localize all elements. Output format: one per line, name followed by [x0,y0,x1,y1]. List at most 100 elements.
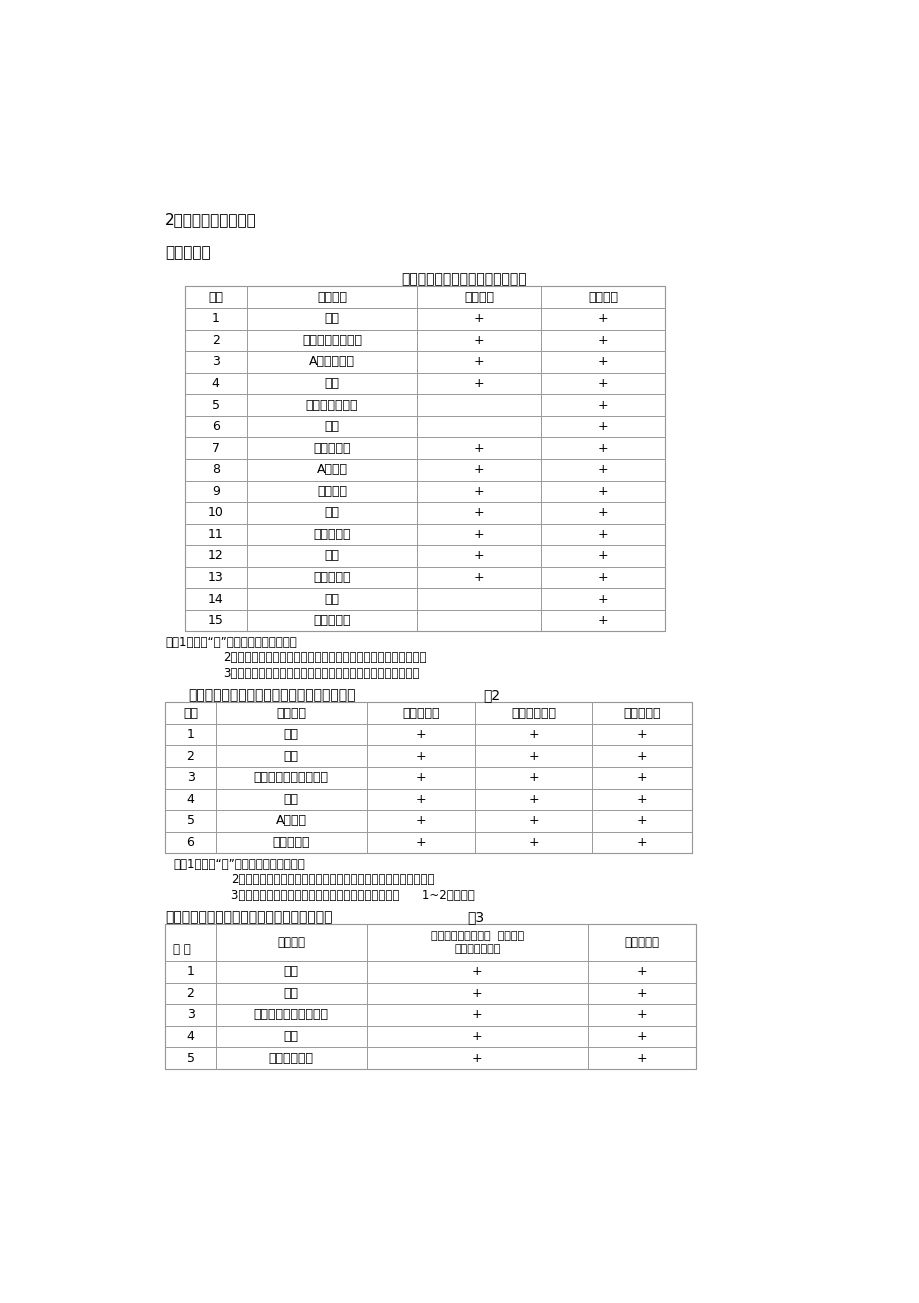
Text: 第二遍涂料: 第二遍涂料 [272,837,310,850]
Text: +: + [473,377,484,390]
Text: +: + [597,313,607,326]
Text: 1: 1 [187,728,194,741]
Text: 12: 12 [208,550,223,563]
Text: +: + [473,571,484,584]
Text: 合成树脂乳液厘涂料  合成树脂: 合成树脂乳液厘涂料 合成树脂 [430,930,523,941]
Text: 项次: 项次 [183,706,198,719]
Text: +: + [471,986,482,999]
Text: +: + [636,986,647,999]
Text: 混凝土及抖灰外墙表面薄涂料工程的主要工序: 混凝土及抖灰外墙表面薄涂料工程的主要工序 [188,688,356,702]
Text: 7: 7 [211,442,220,455]
Text: 第四遍涂料: 第四遍涂料 [312,614,350,627]
Text: +: + [636,1052,647,1065]
Text: 注：1、表中“＋”号表示应进行的工序。: 注：1、表中“＋”号表示应进行的工序。 [165,636,297,649]
Text: 磨光: 磨光 [324,377,339,390]
Text: +: + [597,420,607,433]
Text: +: + [597,399,607,412]
Text: +: + [636,814,647,827]
Text: +: + [636,728,647,741]
Text: 表2: 表2 [482,688,500,702]
Text: 3: 3 [187,1009,194,1022]
Text: +: + [636,749,647,762]
Text: A遍满划腕子: A遍满划腕子 [309,356,355,369]
Text: 乳液砂浆状涂料: 乳液砂浆状涂料 [454,945,500,955]
Text: +: + [597,593,607,606]
Text: 5: 5 [187,1052,194,1065]
Text: 清扫: 清扫 [283,986,299,999]
Text: +: + [636,1029,647,1042]
Text: 6: 6 [211,420,220,433]
Text: 9: 9 [211,485,220,498]
Text: 注：1、表中“＋”号表示应进行的工序。: 注：1、表中“＋”号表示应进行的工序。 [173,857,304,870]
Text: 4: 4 [187,792,194,805]
Text: 3、第一遍满划腕子前，如加刷干性油时，应用油性腕子涂抑。: 3、第一遍满划腕子前，如加刷干性油时，应用油性腕子涂抑。 [223,667,419,680]
Text: 3、如施涂第二遍涂料后，装饰效果不理想时，可增加      1~2遍涂料。: 3、如施涂第二遍涂料后，装饰效果不理想时，可增加 1~2遍涂料。 [231,889,474,902]
Text: 14: 14 [208,593,223,606]
Text: 1: 1 [211,313,220,326]
Text: +: + [473,485,484,498]
Text: +: + [415,814,426,827]
Text: 5: 5 [187,814,194,827]
Text: 表3: 表3 [467,911,484,924]
Text: 磨平: 磨平 [283,1029,299,1042]
Text: +: + [636,792,647,805]
Text: +: + [597,485,607,498]
Text: +: + [415,749,426,762]
Text: 5: 5 [211,399,220,412]
Text: 无机薄涂料: 无机薄涂料 [622,706,660,719]
Text: 工序名称: 工序名称 [277,936,305,949]
Text: 2、如涂刷乳胶漆，在每一遍满划腕子之前应刷一遍乳胶水溶液。: 2、如涂刷乳胶漆，在每一遍满划腕子之前应刷一遍乳胶水溶液。 [223,652,426,665]
Text: 工序: 工序 [208,291,223,304]
Text: 清扫: 清扫 [324,313,339,326]
Text: +: + [597,614,607,627]
Bar [165,702,692,853]
Text: +: + [636,966,647,979]
Text: 中级涂装: 中级涂装 [464,291,494,304]
Text: 工序名称: 工序名称 [276,706,306,719]
Text: 填补缝隙、磨砂纸: 填补缝隙、磨砂纸 [301,334,361,347]
Text: +: + [471,966,482,979]
Text: 溢剂型薄涂料: 溢剂型薄涂料 [510,706,555,719]
Text: 第二遍涂料: 第二遍涂料 [312,528,350,541]
Text: +: + [597,356,607,369]
Text: +: + [636,1009,647,1022]
Text: 磨光: 磨光 [324,593,339,606]
Text: 4: 4 [211,377,220,390]
Text: +: + [597,334,607,347]
Text: +: + [597,571,607,584]
Text: 10: 10 [208,507,223,520]
Text: 复补腕子: 复补腕子 [317,485,346,498]
Text: +: + [597,442,607,455]
Text: 乳液薄涂料: 乳液薄涂料 [402,706,439,719]
Text: +: + [473,334,484,347]
Text: 填补缝隙、局部划腕子: 填补缝隙、局部划腕子 [254,771,328,784]
Text: +: + [415,771,426,784]
Text: +: + [471,1009,482,1022]
Text: +: + [415,837,426,850]
Text: +: + [473,550,484,563]
Text: 2: 2 [187,986,194,999]
Text: +: + [471,1052,482,1065]
Text: 3: 3 [211,356,220,369]
Text: 修补: 修补 [283,966,299,979]
Text: 磨光: 磨光 [324,507,339,520]
Text: +: + [415,792,426,805]
Text: +: + [597,550,607,563]
Bar [165,924,696,1068]
Text: +: + [528,728,539,741]
Text: +: + [415,728,426,741]
Text: 磨平: 磨平 [283,792,299,805]
Text: +: + [471,1029,482,1042]
Text: +: + [528,771,539,784]
Text: +: + [528,837,539,850]
Text: 6: 6 [187,837,194,850]
Text: +: + [597,377,607,390]
Text: 磨光: 磨光 [324,550,339,563]
Text: 第一遍厘涂料: 第一遍厘涂料 [268,1052,313,1065]
Text: +: + [597,528,607,541]
Text: +: + [636,771,647,784]
Text: +: + [473,464,484,477]
Text: +: + [597,507,607,520]
Text: 第三遍涂料: 第三遍涂料 [312,571,350,584]
Text: A遍涂料: A遍涂料 [316,464,347,477]
